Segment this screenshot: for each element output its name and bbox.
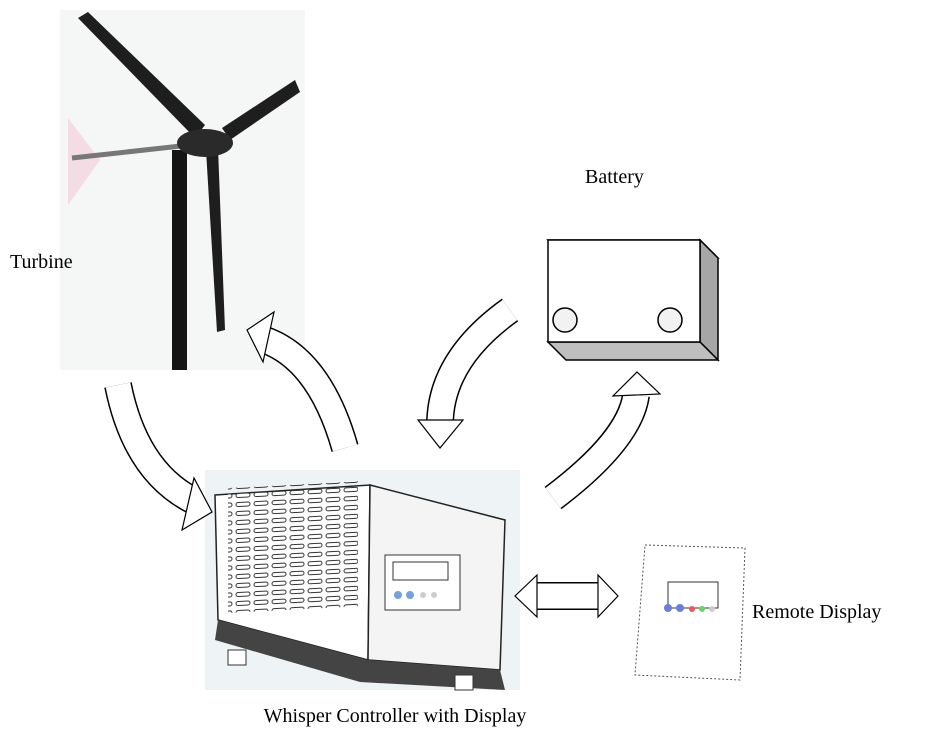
remote-display-label: Remote Display [752,600,881,624]
turbine-label: Turbine [10,250,73,274]
diagram-art [0,0,928,755]
battery-label: Battery [585,165,644,189]
controller-image [205,470,520,690]
battery [548,240,718,360]
diagram: Turbine Battery Remote Display Whisper C… [0,0,928,755]
controller-label: Whisper Controller with Display [260,704,530,728]
remote-display-image [635,545,745,680]
